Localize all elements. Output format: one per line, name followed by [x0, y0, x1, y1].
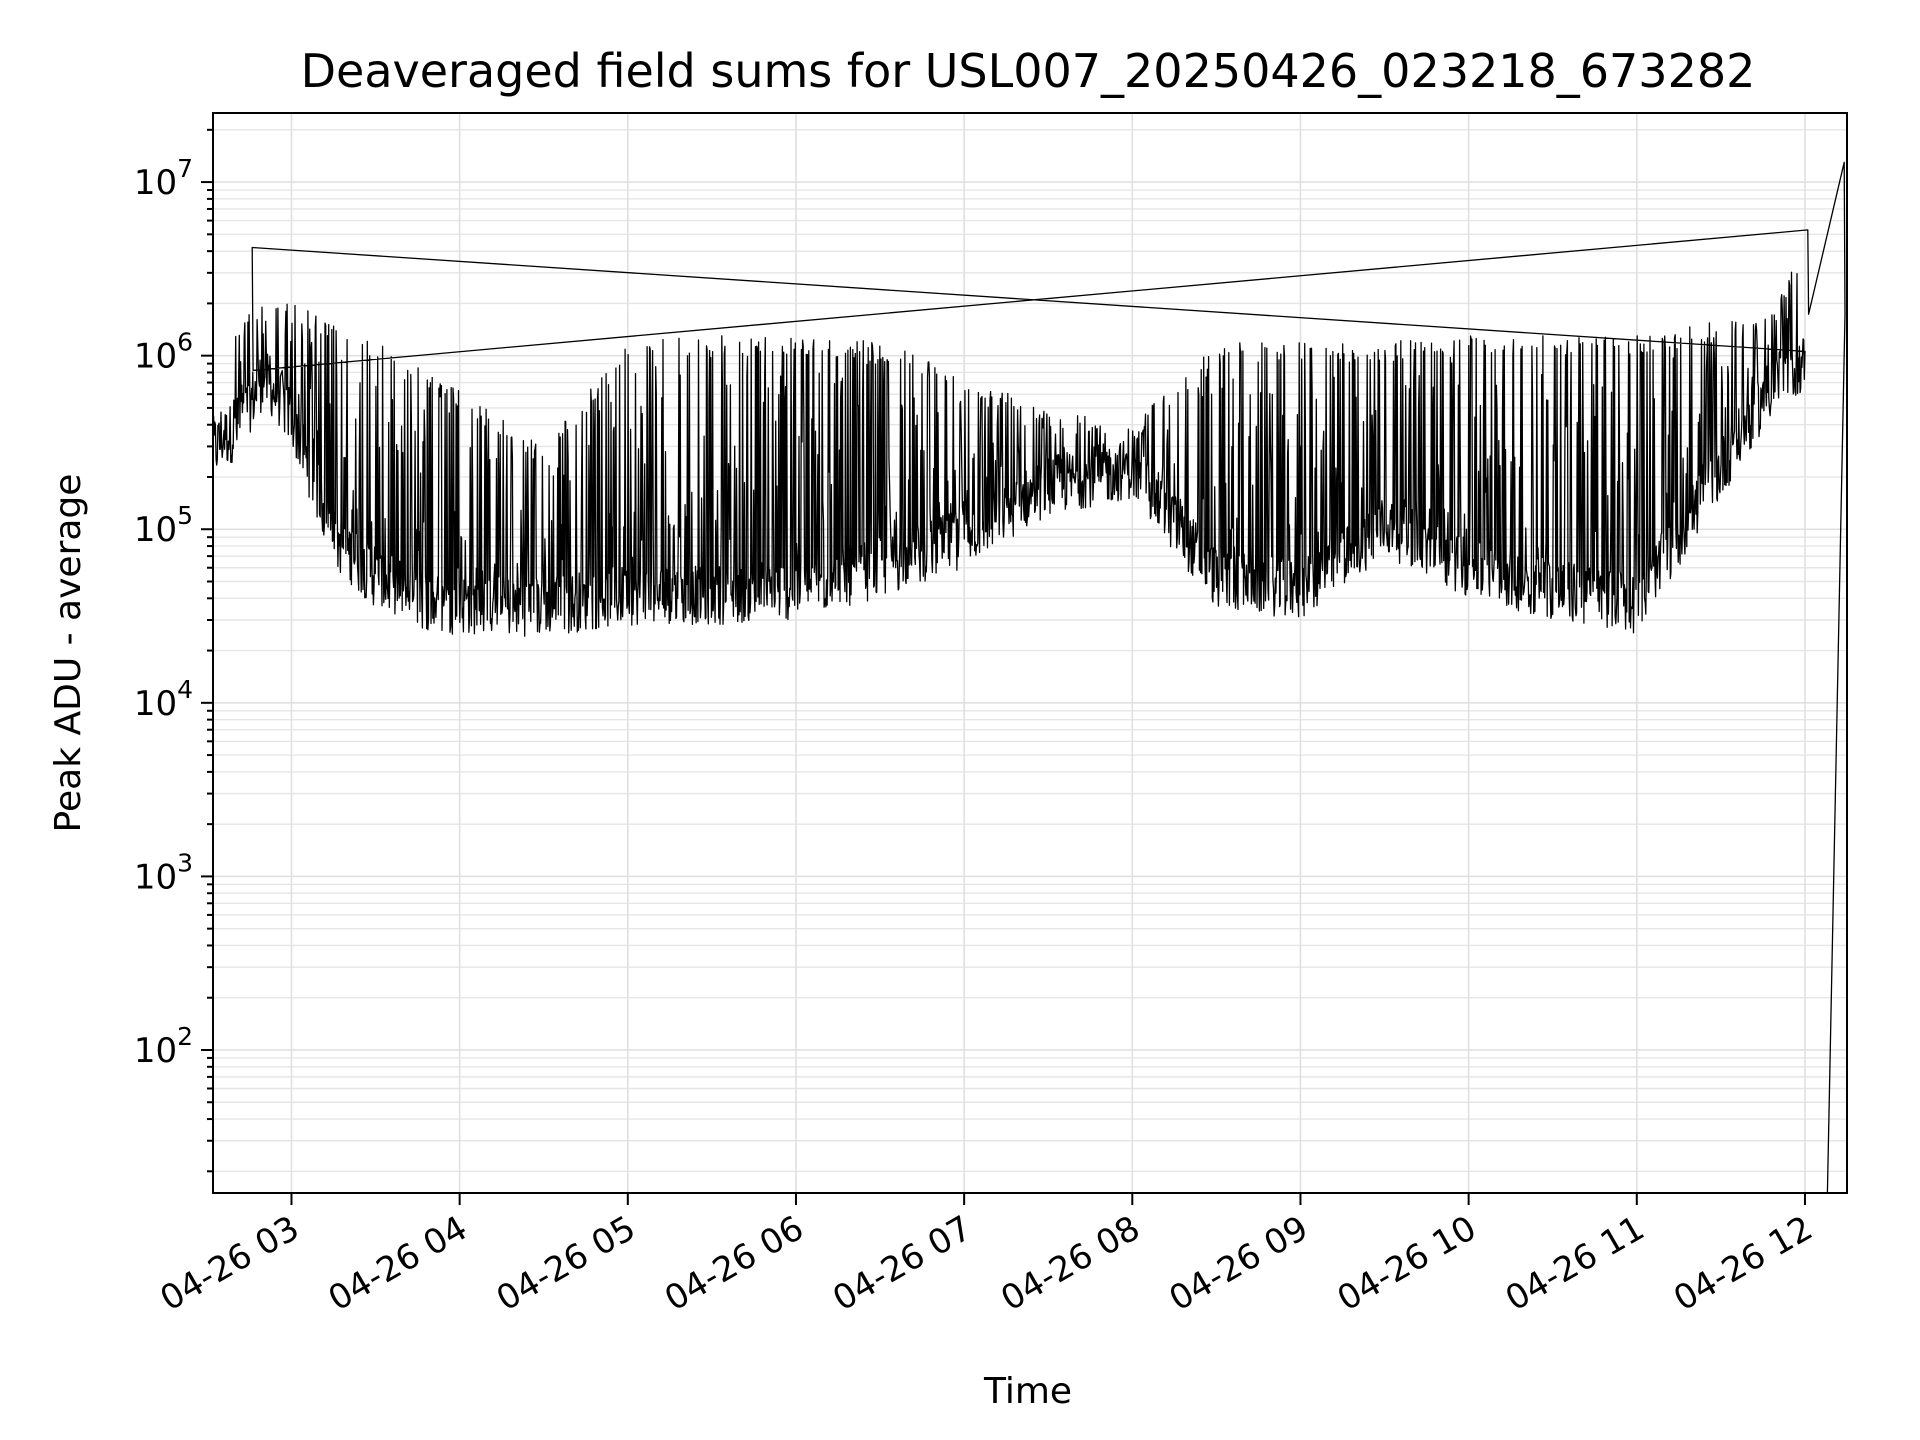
y-tick-label: 105	[134, 501, 193, 550]
x-tick-label: 04-26 07	[826, 1208, 978, 1319]
x-tick-label: 04-26 09	[1163, 1208, 1315, 1319]
x-tick-label: 04-26 10	[1331, 1208, 1483, 1319]
series-line	[212, 161, 1846, 1194]
x-tick-label: 04-26 08	[994, 1208, 1146, 1319]
y-axis-label: Peak ADU - average	[48, 474, 89, 833]
x-axis: 04-26 03 04-26 04 04-26 05 04-26 06 04-26 07…	[154, 1193, 1819, 1319]
plot-area	[212, 112, 1848, 1194]
x-tick-label: 04-26 05	[490, 1208, 642, 1319]
y-tick-label: 104	[134, 675, 193, 724]
x-tick-label: 04-26 03	[154, 1208, 306, 1319]
grid	[213, 113, 1847, 1193]
y-tick-label: 103	[134, 848, 193, 897]
x-tick-label: 04-26 06	[658, 1208, 810, 1319]
x-tick-label: 04-26 11	[1499, 1208, 1651, 1319]
y-tick-label: 102	[134, 1022, 193, 1071]
y-axis: 102 103 104 105 106 107	[134, 128, 213, 1173]
chart-title: Deaveraged field sums for USL007_2025042…	[301, 44, 1756, 98]
x-tick-label: 04-26 12	[1667, 1208, 1819, 1319]
y-tick-label: 106	[134, 328, 193, 377]
x-tick-label: 04-26 04	[322, 1208, 474, 1319]
y-tick-label: 107	[134, 154, 193, 203]
x-axis-label: Time	[983, 1371, 1072, 1412]
